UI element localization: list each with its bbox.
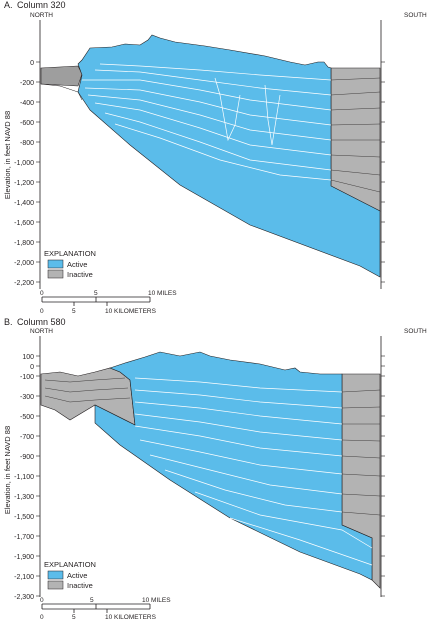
panel-b-label: B.	[4, 317, 13, 327]
panel-a-label: A.	[4, 0, 13, 10]
layer-line	[164, 469, 343, 513]
scale-miles-label: 10 MILES	[148, 290, 177, 297]
layer-line	[134, 425, 343, 457]
panel-b-scale-bar: 0 5 10 MILES 0 5 10 KILOMETERS	[40, 597, 171, 621]
y-tick-label: -1,900	[14, 554, 34, 561]
panel-b-legend-inactive-label: Inactive	[67, 581, 93, 590]
panel-b-layer-lines	[134, 377, 373, 566]
panel-b-legend-inactive-swatch	[47, 580, 64, 590]
panel-b-title: Column 580	[17, 317, 66, 327]
layer-line	[114, 123, 332, 181]
y-tick-label: -600	[20, 120, 34, 127]
y-tick-label: -1,600	[14, 220, 34, 227]
layer-line	[94, 102, 332, 156]
layer-line	[134, 401, 343, 425]
y-tick-label: -2,300	[14, 594, 34, 601]
scale-miles-label: 0	[40, 597, 44, 604]
panel-b-y-ticks	[36, 355, 385, 597]
scale-miles-label: 0	[40, 290, 44, 297]
y-tick-label: 100	[22, 354, 34, 361]
layer-line	[214, 77, 241, 142]
panel-a-inactive-layer-lines	[330, 77, 381, 193]
scale-km-label: 5	[72, 614, 76, 621]
layer-line	[104, 112, 332, 171]
layer-line	[87, 94, 332, 141]
panel-b-inactive-layer-lines	[44, 377, 381, 516]
layer-line	[134, 389, 343, 409]
y-tick-label: -900	[20, 454, 34, 461]
y-tick-label: -500	[20, 414, 34, 421]
y-tick-label: -1,100	[14, 474, 34, 481]
layer-line	[134, 413, 343, 441]
panel-a-scale-bar: 0 5 10 MILES 0 5 10 KILOMETERS	[40, 290, 177, 315]
panel-b-legend-active-swatch	[47, 570, 64, 580]
y-tick-label: -1,000	[14, 160, 34, 167]
panel-b-legend-active-label: Active	[67, 571, 87, 580]
y-tick-label: -800	[20, 140, 34, 147]
panel-b-active-body	[94, 351, 373, 581]
layer-line	[84, 87, 332, 126]
panel-a-inactive-north	[40, 65, 83, 87]
y-tick-label: 0	[30, 364, 34, 371]
y-tick-label: -100	[20, 374, 34, 381]
panel-a-title: Column 320	[17, 0, 66, 10]
y-tick-label: 0	[30, 60, 34, 67]
scale-miles-label: 5	[90, 597, 94, 604]
layer-line	[94, 69, 332, 96]
layer-line	[229, 517, 373, 566]
layer-line	[139, 439, 343, 475]
panel-b-y-axis-title: Elevation, in feet NAVD 88	[3, 426, 12, 514]
scale-km-label: 10 KILOMETERS	[105, 308, 157, 315]
y-tick-label: -2,000	[14, 260, 34, 267]
scale-km-label: 5	[72, 308, 76, 315]
y-tick-label: -1,500	[14, 514, 34, 521]
y-tick-label: -1,700	[14, 534, 34, 541]
y-tick-label: -2,100	[14, 574, 34, 581]
scale-miles-label: 10 MILES	[142, 597, 171, 604]
panel-b: B. Column 580 NORTH SOUTH 100 0 -100 -30…	[3, 317, 427, 621]
panel-a-lower-contact	[40, 83, 83, 101]
panel-b-north-label: NORTH	[30, 328, 53, 335]
layer-line	[99, 63, 332, 81]
panel-b-legend-title: EXPLANATION	[44, 560, 96, 569]
panel-b-y-tick-labels: 100 0 -100 -300 -500 -700 -900 -1,100 -1…	[14, 354, 34, 601]
y-tick-label: -1,400	[14, 200, 34, 207]
panel-a-y-tick-labels: 0 -200 -400 -600 -800 -1,000 -1,200 -1,4…	[14, 60, 34, 287]
layer-line	[82, 79, 332, 111]
layer-line	[149, 454, 343, 495]
y-tick-label: -400	[20, 100, 34, 107]
panel-a-legend-title: EXPLANATION	[44, 249, 96, 258]
panel-a-y-axis-title: Elevation, in feet NAVD 88	[3, 111, 12, 199]
scale-miles-label: 5	[94, 290, 98, 297]
panel-a-layer-lines	[82, 63, 332, 181]
y-tick-label: -200	[20, 80, 34, 87]
layer-line	[194, 491, 373, 549]
panel-a-active-body	[77, 34, 381, 278]
y-tick-label: -1,200	[14, 180, 34, 187]
y-tick-label: -1,300	[14, 494, 34, 501]
panel-b-inactive-north	[40, 367, 136, 426]
panel-a-legend-active-swatch	[47, 259, 64, 269]
panel-a-legend-active-label: Active	[67, 260, 87, 269]
panel-a-south-label: SOUTH	[404, 12, 427, 19]
layer-line	[134, 377, 343, 393]
y-tick-label: -1,800	[14, 240, 34, 247]
scale-km-label: 10 KILOMETERS	[105, 614, 157, 621]
y-tick-label: -700	[20, 434, 34, 441]
scale-km-label: 0	[40, 308, 44, 315]
panel-a-north-label: NORTH	[30, 12, 53, 19]
panel-a: A. Column 320 NORTH SOUTH 0 -200 -400 -6…	[3, 0, 427, 315]
panel-b-south-label: SOUTH	[404, 328, 427, 335]
panel-a-legend-inactive-label: Inactive	[67, 270, 93, 279]
y-tick-label: -300	[20, 394, 34, 401]
panel-a-legend-inactive-swatch	[47, 269, 64, 279]
panel-a-y-ticks	[36, 61, 385, 283]
layer-line	[264, 84, 281, 146]
y-tick-label: -2,200	[14, 280, 34, 287]
scale-km-label: 0	[40, 614, 44, 621]
